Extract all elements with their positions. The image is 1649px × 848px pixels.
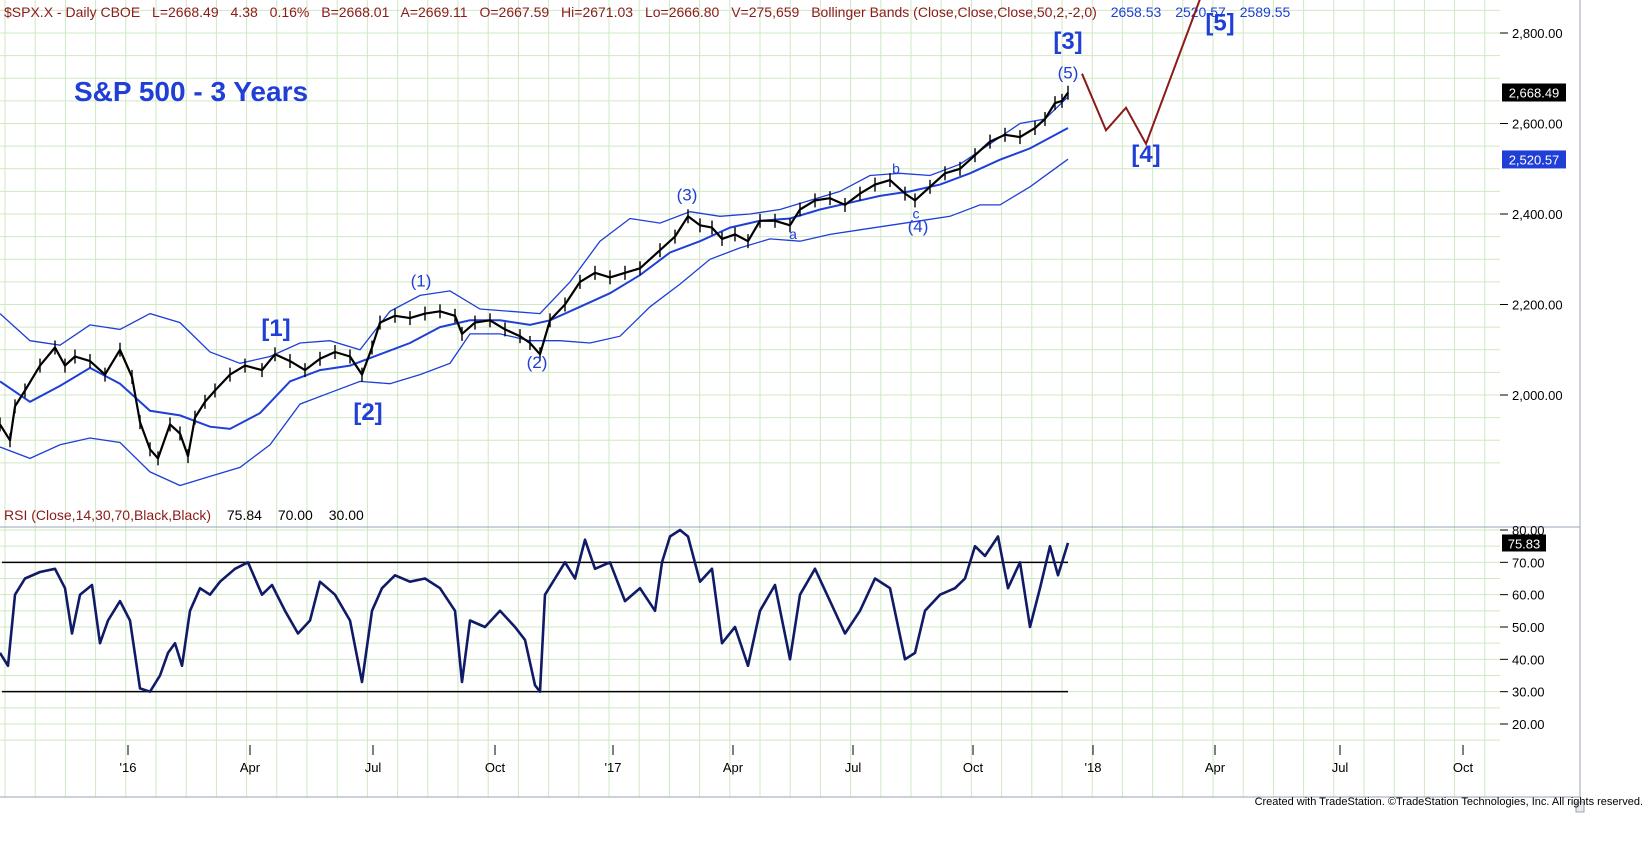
header-last: L=2668.49 [152, 4, 219, 20]
header-volume: V=275,659 [731, 4, 799, 20]
price-axis-tick-label: 2,800.00 [1512, 26, 1563, 41]
wave-label: c [913, 206, 920, 222]
header-pct: 0.16% [270, 4, 310, 20]
time-axis: '16 Apr Jul Oct '17 Apr Jul Oct '18 Apr Jul Oct [120, 745, 1474, 775]
header-bb-lower: 2520.57 [1175, 4, 1226, 20]
wave-label: [4] [1131, 141, 1160, 168]
series-bb-middle [0, 127, 1069, 430]
wave-label: a [789, 226, 797, 242]
time-axis-tick-label: Jul [845, 760, 862, 775]
price-axis-tick-label: 2,400.00 [1512, 207, 1563, 222]
rsi-series [0, 528, 1070, 694]
wave-label: (5) [1058, 63, 1079, 82]
header-bb-upper: 2658.53 [1111, 4, 1162, 20]
rsi-label: RSI (Close,14,30,70,Black,Black) [4, 507, 211, 523]
wave-label: (3) [677, 185, 698, 204]
last-price-tag-text: 2,668.49 [1509, 86, 1560, 101]
price-axis-tick-label: 2,000.00 [1512, 388, 1563, 403]
header-indicator: Bollinger Bands (Close,Close,Close,50,2,… [811, 4, 1097, 20]
header-bb-mid: 2589.55 [1240, 4, 1291, 20]
time-axis-tick-label: Jul [1332, 760, 1349, 775]
time-axis-tick-label: Apr [240, 760, 261, 775]
wave-label: (4) [908, 217, 929, 236]
wave-label: b [892, 160, 900, 176]
rsi-axis-tick-label: 70.00 [1512, 555, 1545, 570]
price-axis-tick-label: 2,600.00 [1512, 117, 1563, 132]
header-low: Lo=2666.80 [645, 4, 720, 20]
chart-header: $SPX.X - Daily CBOE L=2668.49 4.38 0.16%… [4, 4, 1291, 20]
rsi-levels [2, 561, 1068, 693]
time-axis-tick-label: Oct [1453, 760, 1474, 775]
header-open: O=2667.59 [479, 4, 549, 20]
rsi-axis: 80.00 70.00 60.00 50.00 40.00 30.00 20.00 [1500, 523, 1545, 732]
wave-label: (1) [411, 271, 432, 290]
series-projection [1081, 0, 1201, 147]
header-high: Hi=2671.03 [561, 4, 633, 20]
rsi-axis-tick-label: 60.00 [1512, 588, 1545, 603]
price-axis: 2,800.00 2,600.00 2,400.00 2,200.00 2,000.00 [1500, 26, 1563, 403]
rsi-value: 75.84 [227, 507, 262, 523]
last-price-tag: 2,668.49 [1502, 83, 1566, 102]
rsi-ob: 70.00 [278, 507, 313, 523]
rsi-axis-tick-label: 80.00 [1512, 523, 1545, 538]
price-axis-tick-label: 2,200.00 [1512, 298, 1563, 313]
series-rsi [0, 528, 1070, 694]
lower-band-tag: 2,520.57 [1502, 150, 1566, 169]
rsi-os: 30.00 [329, 507, 364, 523]
wave-label: (2) [527, 353, 548, 372]
rsi-header: RSI (Close,14,30,70,Black,Black) 75.84 7… [4, 507, 364, 523]
projection-path [1081, 0, 1201, 147]
rsi-tag: 75.83 [1502, 534, 1546, 552]
time-axis-tick-label: '16 [120, 760, 137, 775]
time-axis-tick-label: Apr [723, 760, 744, 775]
wave-label: [2] [353, 399, 382, 426]
header-change: 4.38 [231, 4, 258, 20]
wave-label: [3] [1053, 28, 1082, 55]
scrollbar-thumb[interactable] [1575, 801, 1585, 813]
wave-label: [5] [1205, 10, 1234, 37]
time-axis-tick-label: '18 [1085, 760, 1102, 775]
footer-credit: Created with TradeStation. ©TradeStation… [1255, 796, 1643, 808]
price-series [0, 85, 1069, 466]
header-symbol: $SPX.X - Daily CBOE [4, 4, 140, 20]
time-axis-tick-label: Oct [485, 760, 506, 775]
series-bb-upper [0, 96, 1069, 364]
rsi-axis-tick-label: 20.00 [1512, 717, 1545, 732]
rsi-axis-tick-label: 30.00 [1512, 685, 1545, 700]
rsi-axis-tick-label: 50.00 [1512, 620, 1545, 635]
header-bid: B=2668.01 [321, 4, 389, 20]
price-grid [0, 0, 1500, 527]
time-axis-tick-label: Oct [963, 760, 984, 775]
chart-title: S&P 500 - 3 Years [74, 76, 308, 107]
time-axis-tick-label: '17 [605, 760, 622, 775]
wave-labels: [1] [2] (1) (2) (3) a b c(4) (5) [3] [4] [5] [261, 10, 1234, 426]
lower-band-tag-text: 2,520.57 [1509, 152, 1560, 167]
time-axis-tick-label: Jul [365, 760, 382, 775]
header-ask: A=2669.11 [401, 4, 468, 20]
series-spx [0, 92, 1069, 460]
time-axis-tick-label: Apr [1205, 760, 1226, 775]
rsi-axis-tick-label: 40.00 [1512, 652, 1545, 667]
rsi-tag-text: 75.83 [1508, 536, 1541, 551]
wave-label: [1] [261, 315, 290, 342]
